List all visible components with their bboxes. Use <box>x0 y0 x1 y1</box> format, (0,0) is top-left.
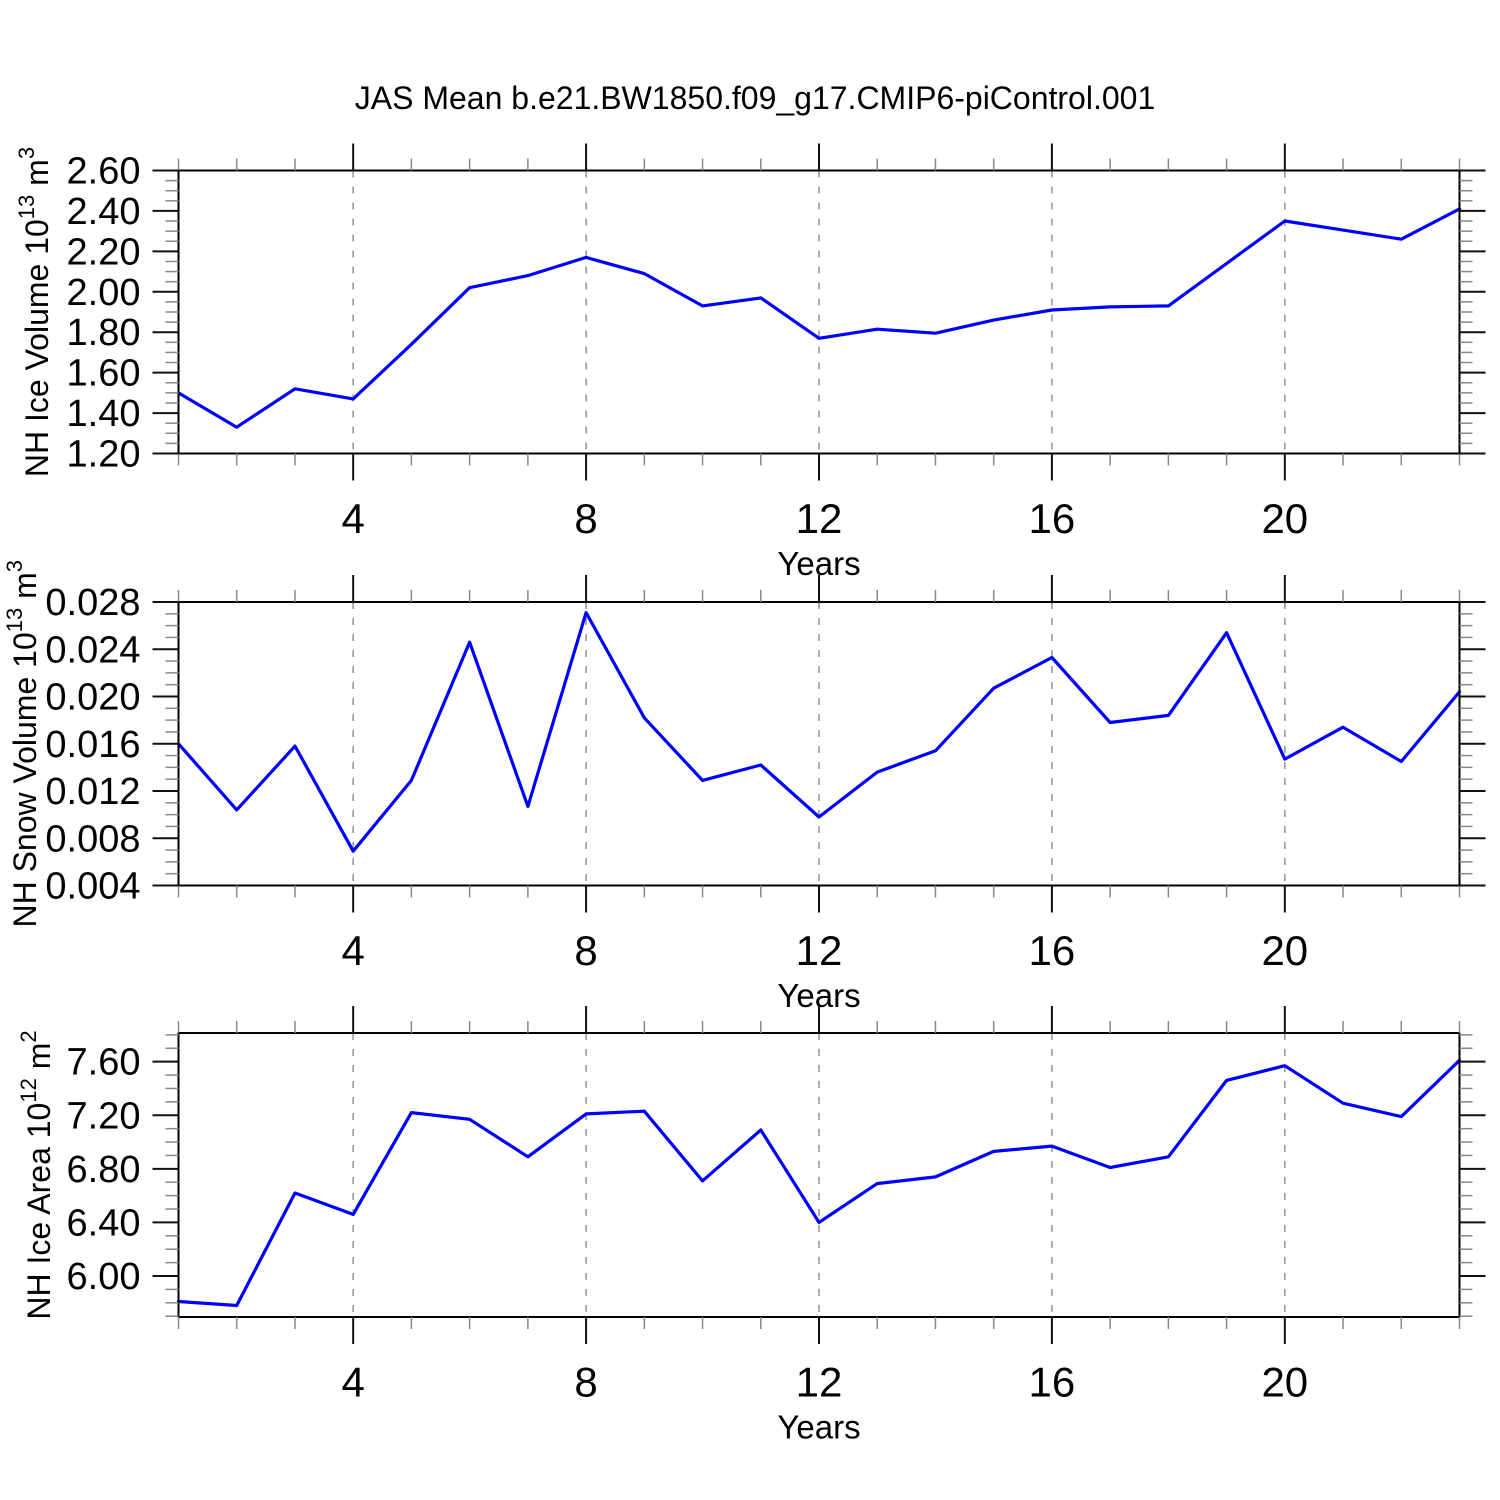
x-tick-label: 20 <box>1261 927 1308 974</box>
y-tick-label: 2.40 <box>67 191 141 233</box>
x-tick-label: 4 <box>342 1359 365 1406</box>
y-tick-label: 1.60 <box>67 353 141 395</box>
x-tick-label: 12 <box>796 1359 843 1406</box>
y-tick-label: 2.00 <box>67 272 141 314</box>
x-tick-label: 16 <box>1029 1359 1076 1406</box>
y-tick-label: 2.60 <box>67 151 141 193</box>
x-tick-label: 8 <box>574 495 597 542</box>
x-tick-label: 16 <box>1029 927 1076 974</box>
x-tick-label: 12 <box>796 927 843 974</box>
chart-title: JAS Mean b.e21.BW1850.f09_g17.CMIP6-piCo… <box>354 80 1156 116</box>
y-axis-label-nh-snow-volume: NH Snow Volume 1013 m3 <box>2 560 43 928</box>
y-tick-label: 0.024 <box>45 629 140 671</box>
y-tick-label: 6.40 <box>67 1202 141 1244</box>
x-tick-label: 20 <box>1261 495 1308 542</box>
y-axis-label-nh-ice-area: NH Ice Area 1012 m2 <box>16 1030 57 1319</box>
y-tick-label: 0.012 <box>45 771 140 813</box>
data-line-nh-snow-volume <box>176 610 1462 853</box>
y-tick-label: 0.020 <box>45 677 140 719</box>
y-tick-label: 2.20 <box>67 231 141 273</box>
y-tick-label: 7.60 <box>67 1042 141 1084</box>
y-tick-label: 1.20 <box>67 434 141 476</box>
y-axis-label-nh-ice-volume: NH Ice Volume 1013 m3 <box>14 147 55 477</box>
x-tick-label: 4 <box>342 495 365 542</box>
data-line-nh-ice-volume <box>176 207 1462 429</box>
y-tick-label: 1.80 <box>67 312 141 354</box>
y-tick-label: 0.004 <box>45 866 140 908</box>
y-tick-label: 0.028 <box>45 582 140 624</box>
x-tick-label: 12 <box>796 495 843 542</box>
data-line-nh-ice-area <box>176 1058 1462 1308</box>
x-tick-label: 20 <box>1261 1359 1308 1406</box>
y-tick-label: 6.80 <box>67 1149 141 1191</box>
y-tick-label: 0.016 <box>45 724 140 766</box>
x-tick-label: 8 <box>574 927 597 974</box>
y-tick-label: 1.40 <box>67 393 141 435</box>
x-tick-label: 8 <box>574 1359 597 1406</box>
y-tick-label: 6.00 <box>67 1256 141 1298</box>
y-tick-label: 7.20 <box>67 1095 141 1137</box>
x-tick-label: 16 <box>1029 495 1076 542</box>
x-axis-title: Years <box>777 1409 860 1446</box>
y-tick-label: 0.008 <box>45 818 140 860</box>
x-tick-label: 4 <box>342 927 365 974</box>
